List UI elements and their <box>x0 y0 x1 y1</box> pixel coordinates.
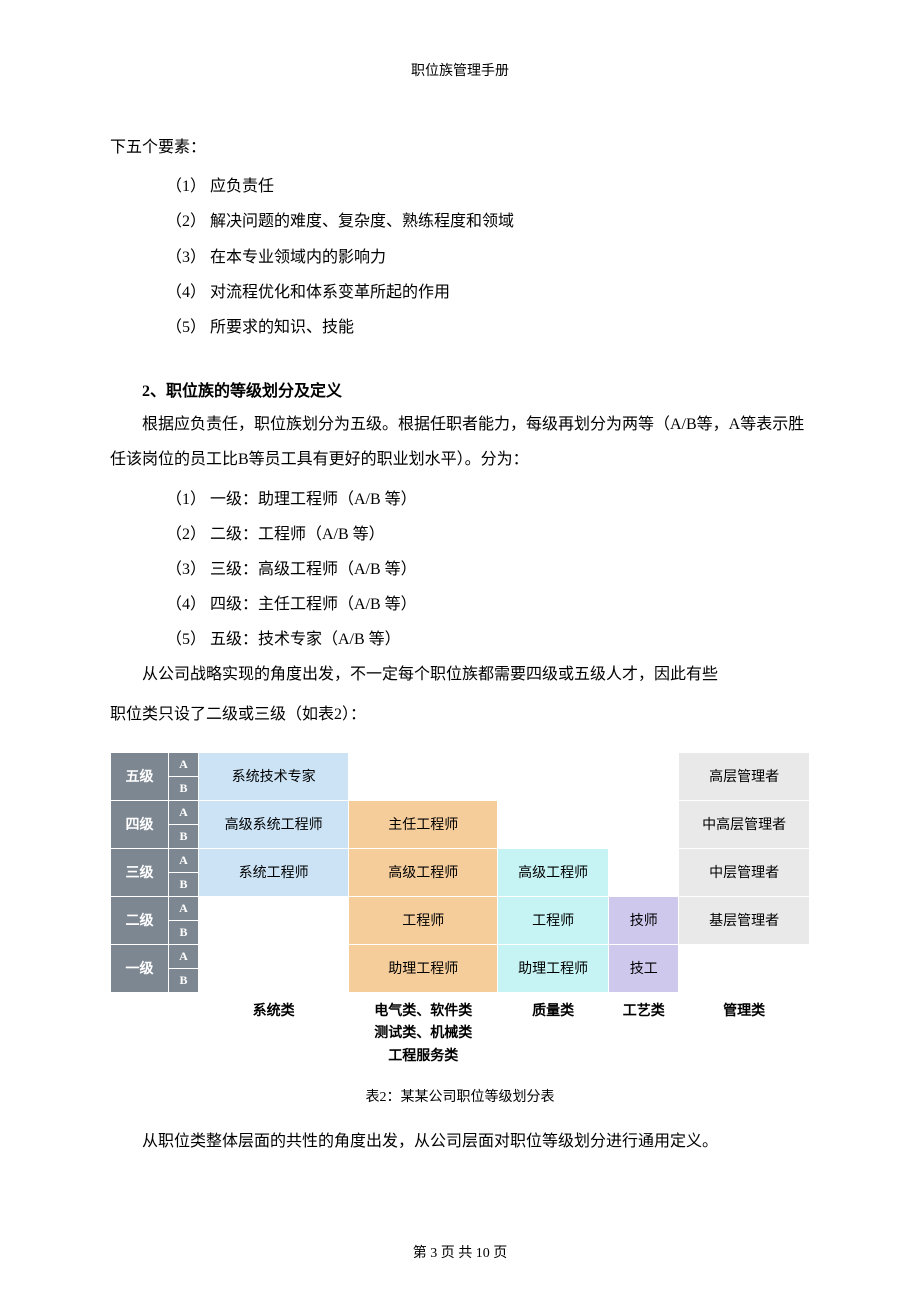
footer-sys: 系统类 <box>199 992 349 1076</box>
ab-cell: A <box>169 944 199 968</box>
level-item: （1） 一级：助理工程师（A/B 等） <box>110 482 810 517</box>
table-row: 二级 A 工程师 工程师 技师 基层管理者 <box>111 896 810 920</box>
level-cell: 五级 <box>111 752 169 800</box>
job-grade-table: 五级 A 系统技术专家 高层管理者 B 四级 A 高级系统工程师 主任工程师 中… <box>110 752 810 1076</box>
ab-cell: B <box>169 872 199 896</box>
cell-multi: 助理工程师 <box>349 944 498 992</box>
cell-sys-empty <box>199 944 349 992</box>
cell-craft-empty <box>609 800 679 848</box>
cell-craft: 技工 <box>609 944 679 992</box>
cell-qual: 工程师 <box>498 896 609 944</box>
ab-cell: A <box>169 800 199 824</box>
cell-mgmt: 高层管理者 <box>679 752 810 800</box>
cell-sys: 高级系统工程师 <box>199 800 349 848</box>
level-cell: 二级 <box>111 896 169 944</box>
cell-multi: 主任工程师 <box>349 800 498 848</box>
cell-qual: 高级工程师 <box>498 848 609 896</box>
level-item: （2） 二级：工程师（A/B 等） <box>110 517 810 552</box>
table-row: 一级 A 助理工程师 助理工程师 技工 <box>111 944 810 968</box>
section-2-para-1: 根据应负责任，职位族划分为五级。根据任职者能力，每级再划分为两等（A/B等，A等… <box>110 407 810 477</box>
ab-cell: B <box>169 920 199 944</box>
cell-qual-empty <box>498 752 609 800</box>
document-body: 下五个要素： （1） 应负责任 （2） 解决问题的难度、复杂度、熟练程度和领域 … <box>100 130 820 1159</box>
cell-mgmt: 中高层管理者 <box>679 800 810 848</box>
section-2-para-2a: 从公司战略实现的角度出发，不一定每个职位族都需要四级或五级人才，因此有些 <box>110 657 810 692</box>
level-cell: 一级 <box>111 944 169 992</box>
factor-item: （5） 所要求的知识、技能 <box>110 310 810 345</box>
cell-multi: 工程师 <box>349 896 498 944</box>
cell-craft-empty <box>609 848 679 896</box>
table-footer-row: 系统类 电气类、软件类测试类、机械类工程服务类 质量类 工艺类 管理类 <box>111 992 810 1076</box>
cell-qual: 助理工程师 <box>498 944 609 992</box>
level-item: （3） 三级：高级工程师（A/B 等） <box>110 552 810 587</box>
cell-sys: 系统技术专家 <box>199 752 349 800</box>
table-row: 四级 A 高级系统工程师 主任工程师 中高层管理者 <box>111 800 810 824</box>
table-row: 五级 A 系统技术专家 高层管理者 <box>111 752 810 776</box>
cell-mgmt: 中层管理者 <box>679 848 810 896</box>
cell-sys: 系统工程师 <box>199 848 349 896</box>
cell-qual-empty <box>498 800 609 848</box>
ab-cell: A <box>169 752 199 776</box>
closing-para: 从职位类整体层面的共性的角度出发，从公司层面对职位等级划分进行通用定义。 <box>110 1124 810 1159</box>
level-cell: 三级 <box>111 848 169 896</box>
ab-cell: A <box>169 848 199 872</box>
ab-cell: B <box>169 968 199 992</box>
page-footer: 第 3 页 共 10 页 <box>0 1242 920 1262</box>
factor-item: （2） 解决问题的难度、复杂度、熟练程度和领域 <box>110 204 810 239</box>
table-caption: 表2：某某公司职位等级划分表 <box>110 1086 810 1106</box>
cell-sys-empty <box>199 896 349 944</box>
footer-mgmt: 管理类 <box>679 992 810 1076</box>
cell-mgmt-empty <box>679 944 810 992</box>
intro-line: 下五个要素： <box>110 130 810 165</box>
cell-multi: 高级工程师 <box>349 848 498 896</box>
level-item: （5） 五级：技术专家（A/B 等） <box>110 622 810 657</box>
factor-item: （4） 对流程优化和体系变革所起的作用 <box>110 275 810 310</box>
table-row: 三级 A 系统工程师 高级工程师 高级工程师 中层管理者 <box>111 848 810 872</box>
cell-craft: 技师 <box>609 896 679 944</box>
footer-craft: 工艺类 <box>609 992 679 1076</box>
document-header: 职位族管理手册 <box>100 60 820 80</box>
footer-blank <box>111 992 199 1076</box>
cell-mgmt: 基层管理者 <box>679 896 810 944</box>
section-2-para-2b: 职位类只设了二级或三级（如表2）： <box>110 697 810 732</box>
cell-craft-empty <box>609 752 679 800</box>
ab-cell: B <box>169 776 199 800</box>
level-item: （4） 四级：主任工程师（A/B 等） <box>110 587 810 622</box>
section-2-title: 2、职位族的等级划分及定义 <box>110 377 810 401</box>
factor-item: （1） 应负责任 <box>110 169 810 204</box>
level-cell: 四级 <box>111 800 169 848</box>
footer-qual: 质量类 <box>498 992 609 1076</box>
factor-item: （3） 在本专业领域内的影响力 <box>110 240 810 275</box>
footer-multi: 电气类、软件类测试类、机械类工程服务类 <box>349 992 498 1076</box>
cell-multi-empty <box>349 752 498 800</box>
ab-cell: B <box>169 824 199 848</box>
ab-cell: A <box>169 896 199 920</box>
